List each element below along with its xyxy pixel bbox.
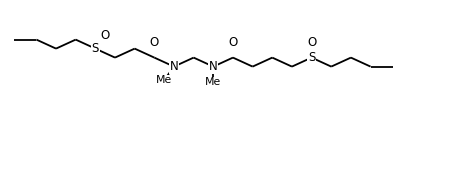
Text: N: N	[209, 60, 217, 73]
Text: S: S	[92, 42, 99, 55]
Text: O: O	[100, 29, 109, 42]
Text: O: O	[307, 36, 316, 49]
Text: N: N	[170, 60, 178, 73]
Text: Me: Me	[156, 75, 173, 85]
Text: Me: Me	[205, 77, 222, 87]
Text: O: O	[228, 36, 237, 49]
Text: S: S	[308, 51, 315, 64]
Text: O: O	[150, 36, 159, 49]
